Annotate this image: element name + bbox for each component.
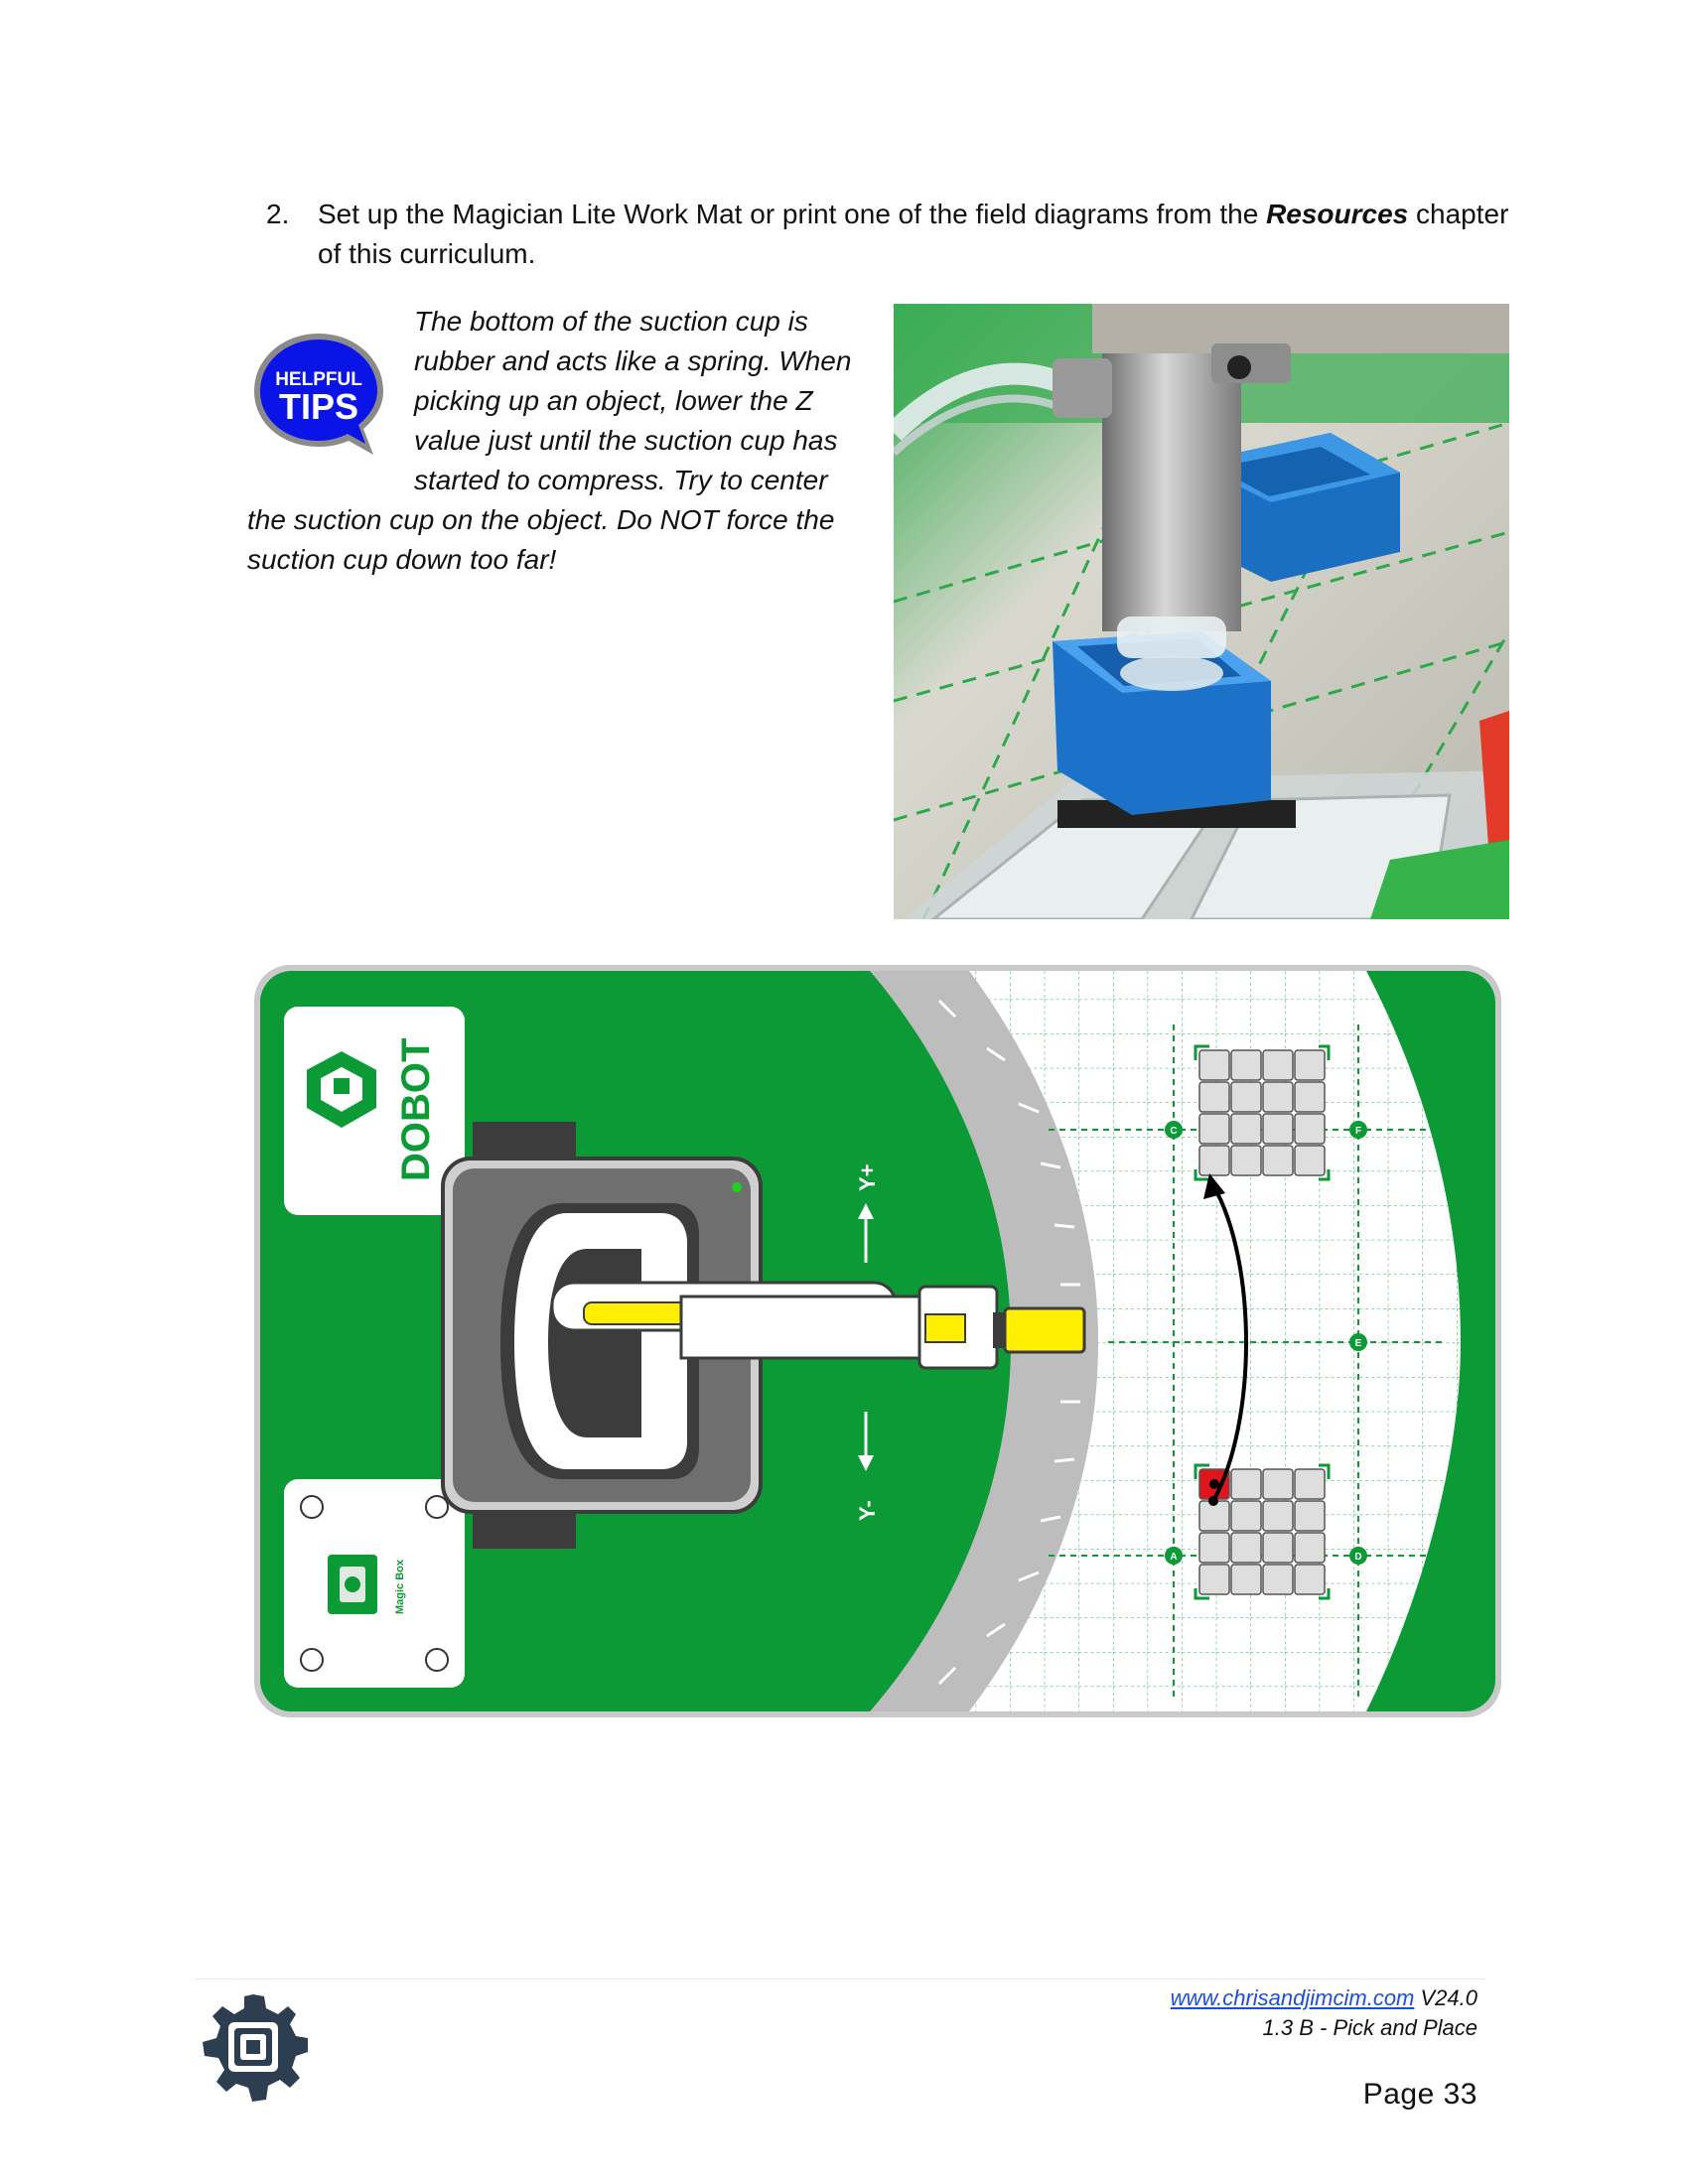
footer-url-link[interactable]: www.chrisandjimcim.com [1170, 1985, 1415, 2010]
svg-text:F: F [1355, 1126, 1361, 1137]
work-mat-diagram: C F E A D DOBOT Magic Box [254, 965, 1501, 1717]
grid-cell [1230, 1564, 1262, 1595]
grid-cell [1294, 1113, 1326, 1145]
grid-marker-f: F [1349, 1121, 1367, 1139]
tip-line: started to compress. Try to center [414, 465, 828, 495]
helpful-tips-icon: HELPFUL TIPS [254, 334, 383, 455]
grid-cell [1198, 1049, 1230, 1081]
grid-cell [1294, 1081, 1326, 1113]
grid-cell [1294, 1145, 1326, 1176]
svg-text:A: A [1170, 1552, 1177, 1563]
lower-block-grid [1194, 1463, 1331, 1600]
grid-marker-e: E [1349, 1333, 1367, 1351]
robot-arm [550, 1281, 1086, 1370]
magic-box-panel: Magic Box [284, 1479, 465, 1688]
svg-text:D: D [1354, 1552, 1361, 1563]
grid-cell [1294, 1500, 1326, 1532]
upper-block-grid [1194, 1044, 1331, 1181]
footer-url-line: www.chrisandjimcim.com V24.0 [1171, 1983, 1477, 2013]
axis-y-minus: Y- [855, 1500, 880, 1521]
chrisandjim-gear-logo [203, 1994, 308, 2102]
grid-cell [1262, 1564, 1294, 1595]
grid-marker-c: C [1165, 1121, 1183, 1139]
grid-cell [1198, 1081, 1230, 1113]
grid-cell [1294, 1468, 1326, 1500]
footer-version: V24.0 [1414, 1985, 1478, 2010]
grid-cell [1262, 1532, 1294, 1564]
step-number: 2. [266, 199, 290, 229]
footer-section: 1.3 B - Pick and Place [1262, 2015, 1477, 2040]
grid-cell [1230, 1113, 1262, 1145]
axis-y-plus: Y+ [855, 1163, 880, 1191]
grid-cell [1262, 1468, 1294, 1500]
grid-cell [1294, 1564, 1326, 1595]
tip-line: suction cup down too far! [247, 544, 557, 575]
tips-line1: HELPFUL [275, 369, 362, 390]
svg-text:C: C [1170, 1126, 1177, 1137]
magic-box-label: Magic Box [394, 1559, 406, 1614]
grid-cell [1230, 1500, 1262, 1532]
grid-cell [1230, 1532, 1262, 1564]
grid-cell [1198, 1532, 1230, 1564]
grid-marker-d: D [1349, 1547, 1367, 1565]
tip-line: rubber and acts like a spring. When [414, 345, 852, 376]
grid-cell [1230, 1468, 1262, 1500]
move-arrow [1211, 1184, 1248, 1502]
grid-cell [1198, 1113, 1230, 1145]
grid-cell [1262, 1081, 1294, 1113]
grid-cell [1230, 1049, 1262, 1081]
step-text: Set up the Magician Lite Work Mat or pri… [318, 195, 1509, 274]
tips-line2: TIPS [279, 386, 358, 427]
grid-cell [1294, 1532, 1326, 1564]
grid-cell [1230, 1081, 1262, 1113]
grid-cell [1262, 1113, 1294, 1145]
dobot-logo-panel: DOBOT [284, 1007, 465, 1215]
grid-cell [1294, 1049, 1326, 1081]
grid-cell [1262, 1049, 1294, 1081]
dobot-brand: DOBOT [394, 1038, 438, 1181]
robot-base [441, 1122, 763, 1549]
step-text-after: chapter of this curriculum. [318, 199, 1509, 269]
grid-cell [1262, 1145, 1294, 1176]
grid-cell [1262, 1500, 1294, 1532]
tip-text: The bottom of the suction cup is rubber … [247, 302, 863, 580]
resources-emphasis: Resources [1266, 199, 1409, 229]
grid-marker-a: A [1165, 1547, 1183, 1565]
tip-line: value just until the suction cup has [414, 425, 838, 456]
suction-cup-photo [894, 304, 1509, 919]
page-number: Page 33 [1362, 2078, 1477, 2111]
grid-cell [1230, 1145, 1262, 1176]
tip-line: The bottom of the suction cup is [414, 306, 808, 337]
pick-point [1209, 1479, 1219, 1489]
tip-line: the suction cup on the object. Do NOT fo… [247, 504, 835, 535]
y-axis-indicator: Y+ Y- [855, 1163, 880, 1521]
step-text-before: Set up the Magician Lite Work Mat or pri… [318, 199, 1267, 229]
tip-line: picking up an object, lower the Z [414, 385, 813, 416]
svg-text:E: E [1355, 1338, 1362, 1349]
grid-cell [1198, 1145, 1230, 1176]
grid-cell [1198, 1564, 1230, 1595]
arrow-head [1203, 1173, 1225, 1199]
